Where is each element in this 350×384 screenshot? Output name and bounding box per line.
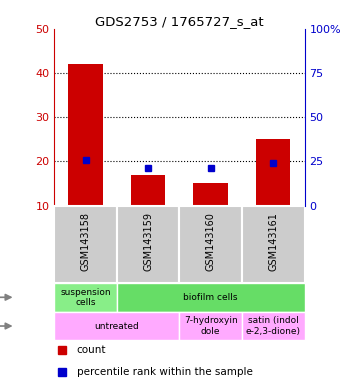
Bar — [256, 139, 290, 205]
Bar — [242, 205, 304, 283]
Text: GSM143161: GSM143161 — [268, 212, 278, 271]
Text: satin (indol
e-2,3-dione): satin (indol e-2,3-dione) — [246, 316, 301, 336]
Bar — [117, 205, 179, 283]
Bar — [68, 64, 103, 205]
Text: percentile rank within the sample: percentile rank within the sample — [77, 367, 253, 377]
Text: 7-hydroxyin
dole: 7-hydroxyin dole — [184, 316, 238, 336]
Text: GSM143159: GSM143159 — [143, 212, 153, 271]
Text: biofilm cells: biofilm cells — [183, 293, 238, 302]
Text: untreated: untreated — [94, 321, 139, 331]
Bar — [194, 184, 228, 205]
Bar — [54, 283, 117, 312]
Text: suspension
cells: suspension cells — [60, 288, 111, 307]
Bar — [131, 175, 165, 205]
Bar — [179, 205, 242, 283]
Text: count: count — [77, 345, 106, 355]
Bar — [54, 312, 179, 340]
Bar — [54, 205, 117, 283]
Text: GSM143158: GSM143158 — [80, 212, 91, 271]
Bar — [117, 283, 304, 312]
Bar — [179, 312, 242, 340]
Text: GSM143160: GSM143160 — [206, 212, 216, 271]
Title: GDS2753 / 1765727_s_at: GDS2753 / 1765727_s_at — [95, 15, 264, 28]
Bar — [242, 312, 304, 340]
